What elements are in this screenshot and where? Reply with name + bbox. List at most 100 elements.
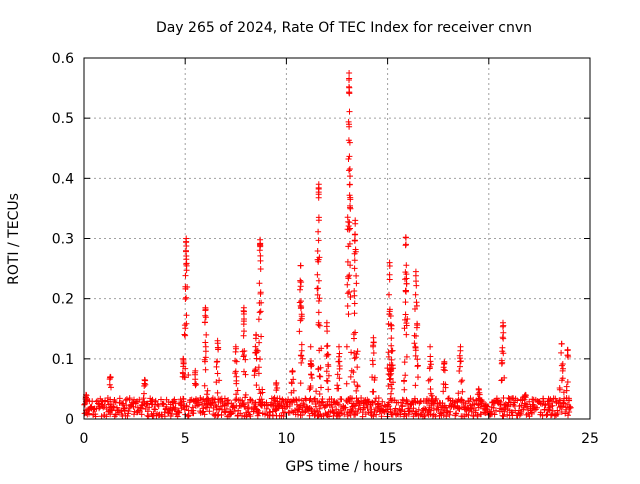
data-point (217, 403, 224, 410)
data-point (350, 369, 357, 376)
data-point (171, 396, 178, 403)
data-point (317, 373, 324, 380)
data-point (152, 406, 159, 413)
data-point (108, 384, 114, 391)
data-point (414, 356, 421, 363)
data-point (203, 331, 210, 338)
data-point (352, 220, 359, 227)
data-point (204, 387, 211, 394)
data-point (351, 231, 358, 238)
data-point (323, 368, 330, 375)
data-point (323, 343, 330, 350)
data-point (534, 404, 540, 411)
data-point (256, 409, 263, 416)
data-point (493, 407, 499, 414)
data-point (225, 397, 232, 403)
data-point (180, 358, 187, 364)
data-point (403, 353, 410, 360)
data-point (514, 397, 521, 404)
data-point (427, 343, 434, 350)
data-point (201, 411, 208, 418)
data-point (253, 382, 260, 389)
data-point (258, 333, 265, 340)
data-point (528, 409, 535, 416)
data-point (346, 219, 353, 226)
data-point (402, 287, 409, 294)
data-point (315, 277, 322, 284)
data-point (297, 317, 304, 324)
data-point (539, 412, 546, 419)
data-point (516, 412, 523, 419)
data-point (345, 273, 352, 280)
y-tick-label: 0.6 (52, 51, 74, 67)
data-point (560, 397, 567, 404)
data-point (411, 332, 418, 339)
data-point (456, 368, 463, 374)
data-point (181, 374, 188, 381)
data-point (233, 377, 240, 384)
data-point (353, 280, 360, 287)
data-point (414, 363, 421, 370)
data-point (537, 409, 544, 416)
data-point (459, 377, 466, 384)
data-point (346, 153, 353, 160)
data-point (427, 364, 433, 370)
y-tick-label: 0.5 (52, 111, 74, 127)
data-point (344, 258, 351, 265)
data-point (386, 376, 393, 383)
data-point (182, 332, 189, 339)
data-point (499, 412, 506, 419)
data-point (386, 311, 393, 318)
data-point (344, 281, 351, 288)
data-point (241, 368, 247, 375)
data-point (417, 398, 424, 405)
data-point (325, 372, 332, 379)
data-point (185, 372, 192, 378)
data-point (457, 358, 464, 365)
data-point (556, 386, 563, 393)
data-point (303, 396, 309, 403)
data-point (446, 411, 453, 418)
data-point (566, 409, 573, 415)
data-point (475, 395, 482, 402)
data-point (402, 372, 409, 379)
data-point (200, 408, 207, 415)
data-point (501, 408, 508, 415)
data-point (351, 292, 358, 299)
y-tick-label: 0.3 (52, 232, 74, 248)
data-point (476, 391, 483, 398)
data-point (232, 368, 239, 375)
data-point (232, 348, 239, 355)
data-point (385, 353, 392, 360)
data-point (184, 413, 191, 420)
data-point (386, 276, 393, 283)
data-point (441, 361, 448, 367)
data-point (86, 410, 92, 417)
data-point (213, 363, 220, 370)
data-point (152, 397, 159, 404)
data-point (458, 378, 465, 385)
data-point (257, 290, 264, 297)
data-point (286, 403, 293, 409)
data-point (256, 309, 263, 316)
data-point (316, 391, 323, 397)
data-point (350, 331, 357, 338)
data-point (412, 291, 419, 298)
data-point (141, 380, 148, 387)
data-point (457, 347, 464, 354)
data-point (315, 186, 322, 192)
data-point (314, 291, 321, 298)
data-point (564, 379, 571, 385)
data-point (412, 352, 419, 359)
data-point (433, 395, 440, 402)
data-point (160, 400, 167, 407)
data-point (296, 328, 303, 335)
data-point (559, 367, 566, 374)
data-point (334, 371, 341, 378)
data-point (402, 242, 409, 249)
data-point (379, 398, 386, 405)
data-point (351, 355, 358, 362)
data-point (338, 396, 345, 403)
data-point (566, 403, 573, 410)
data-point (500, 329, 507, 336)
